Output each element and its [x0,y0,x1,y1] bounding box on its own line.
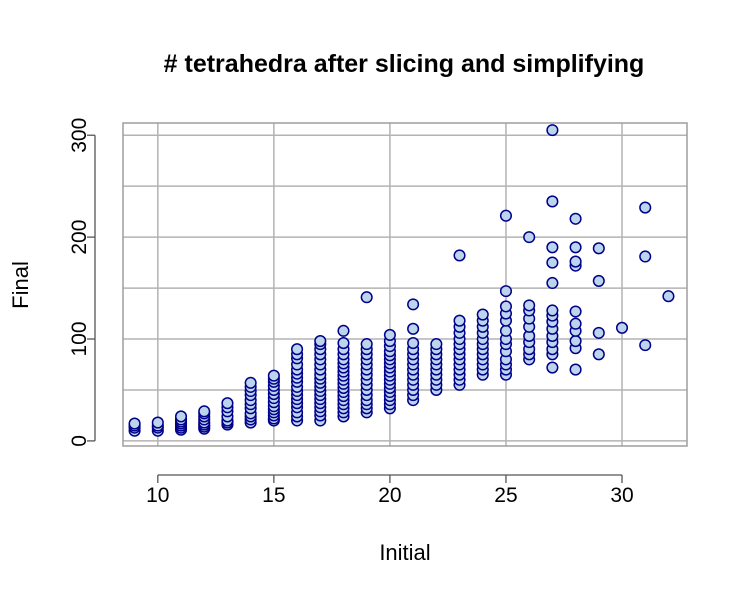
data-point [360,291,373,304]
data-point [407,298,420,311]
data-point [546,361,559,374]
data-point [383,328,396,341]
data-point [569,363,582,376]
y-tick-label: 300 [68,118,91,153]
y-axis-label: Final [8,261,33,309]
data-point [453,314,466,327]
data-point [407,337,420,350]
data-point [198,405,211,418]
data-point [592,326,605,339]
x-tick-label: 10 [146,484,169,507]
data-point [267,369,280,382]
data-point [546,256,559,269]
data-point [151,416,164,429]
data-point [430,338,443,351]
data-point [314,335,327,348]
data-point [337,324,350,337]
data-point [523,231,536,244]
data-point [592,242,605,255]
x-tick-label: 15 [262,484,285,507]
data-point [291,343,304,356]
y-tick-label: 200 [68,220,91,255]
data-points [128,124,675,437]
data-point [499,285,513,298]
data-point [407,322,420,335]
data-point [639,250,652,263]
data-point [523,299,536,312]
data-point [476,308,489,321]
y-tick-label: 0 [68,435,91,447]
data-point [546,241,559,254]
data-point [499,209,513,222]
data-point [569,305,582,318]
data-point [499,300,513,313]
data-point [128,417,141,430]
data-point [569,212,582,225]
data-point [639,201,652,214]
plot-frame [122,122,688,447]
data-point [499,324,513,337]
data-point [453,249,466,262]
data-point [592,348,605,361]
data-point [569,255,582,268]
data-point [615,321,629,334]
data-point [546,276,559,290]
data-point [569,317,582,330]
x-tick-label: 20 [378,484,401,507]
x-axis-label: Initial [379,540,430,565]
data-point [546,124,559,137]
data-point [360,338,373,351]
data-point [569,335,582,348]
grid-lines [123,123,687,446]
x-tick-label: 30 [610,484,633,507]
data-point [221,397,234,410]
data-point [546,304,559,317]
data-point [244,376,257,389]
data-point [174,410,188,423]
data-point [337,337,350,350]
y-tick-label: 100 [68,321,91,356]
chart-title: # tetrahedra after slicing and simplifyi… [164,50,645,78]
data-point [592,274,605,287]
x-tick-label: 25 [494,484,517,507]
data-point [639,339,652,352]
data-point [662,290,675,303]
data-point [546,195,559,208]
data-point [569,241,582,254]
